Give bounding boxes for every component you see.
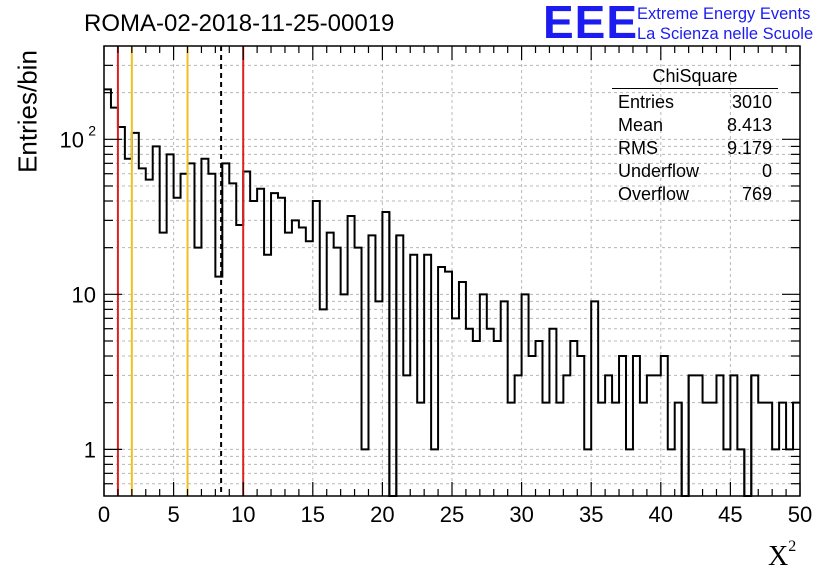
eee-logo: EEE Extreme Energy Events La Scienza nel…: [543, 0, 833, 48]
stats-row-overflow: Overflow 769: [618, 184, 772, 204]
logo-letters: EEE: [543, 0, 639, 48]
x-tick-label: 15: [301, 502, 325, 527]
y-tick-label: 10: [72, 282, 96, 307]
y-tick-label: 10: [60, 127, 84, 152]
x-tick-label: 40: [649, 502, 673, 527]
stats-box: ChiSquare Entries 3010 Mean 8.413 RMS 9.…: [612, 64, 778, 206]
stats-title: ChiSquare: [612, 64, 778, 89]
logo-line-1: Extreme Energy Events: [637, 5, 811, 23]
x-tick-label: 25: [440, 502, 464, 527]
x-tick-label: 45: [718, 502, 742, 527]
stats-row-mean: Mean 8.413: [618, 115, 772, 135]
x-tick-label: 20: [370, 502, 394, 527]
x-tick-label: 0: [98, 502, 110, 527]
stats-row-entries: Entries 3010: [618, 92, 772, 112]
y-tick-label: 1: [84, 437, 96, 462]
x-axis-label: X2: [768, 538, 797, 572]
x-tick-label: 35: [579, 502, 603, 527]
histogram-line: [104, 88, 800, 497]
x-tick-label: 10: [231, 502, 255, 527]
chart-title: ROMA-02-2018-11-25-00019: [84, 10, 395, 37]
x-tick-label: 30: [509, 502, 533, 527]
y-axis-label: Entries/bin: [12, 50, 43, 173]
logo-line-2: La Scienza nelle Scuole: [637, 25, 814, 43]
stats-row-underflow: Underflow 0: [618, 161, 772, 181]
stats-row-rms: RMS 9.179: [618, 138, 772, 158]
y-tick-label-exponent: 2: [88, 122, 96, 138]
x-tick-label: 50: [788, 502, 812, 527]
x-tick-label: 5: [167, 502, 179, 527]
